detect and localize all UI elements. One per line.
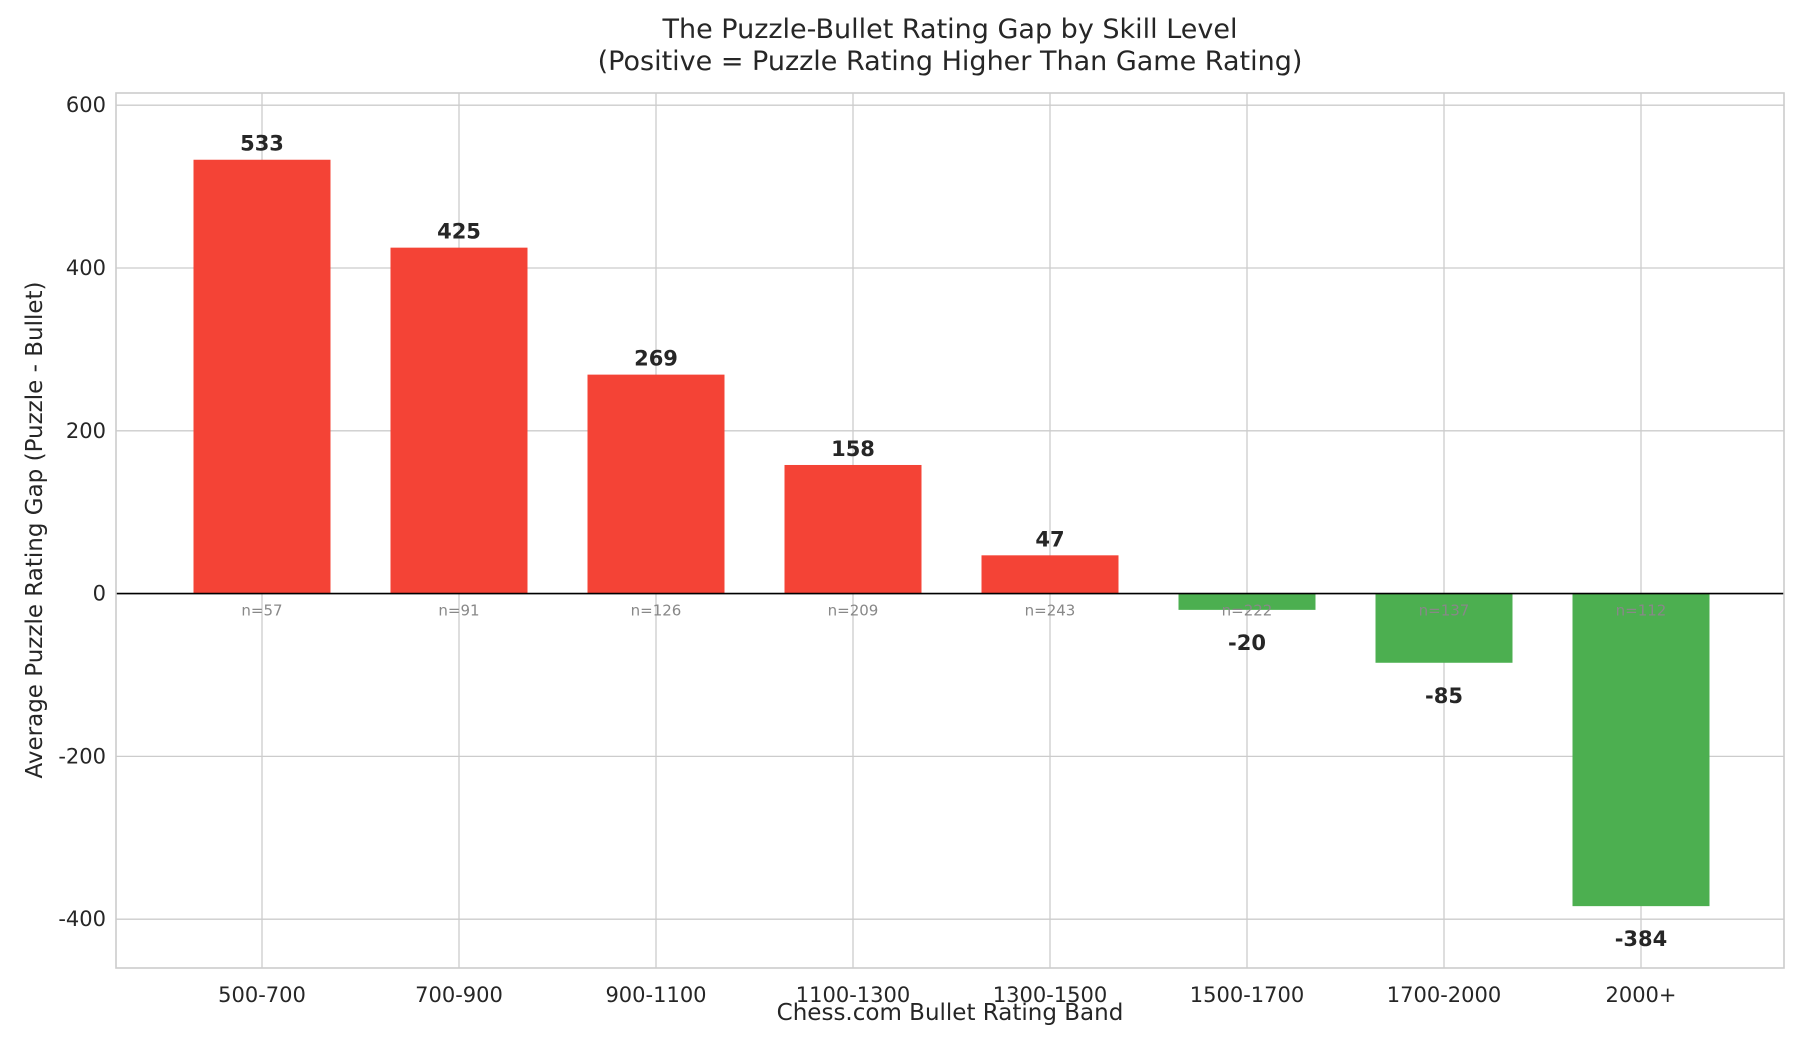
y-tick-label: 200 (66, 419, 106, 443)
chart-subtitle: (Positive = Puzzle Rating Higher Than Ga… (598, 46, 1303, 77)
bar-700-900 (390, 247, 528, 594)
y-tick-label: -200 (58, 744, 106, 768)
x-axis-label: Chess.com Bullet Rating Band (777, 1000, 1124, 1026)
bars (193, 159, 1710, 907)
bar-value-label: 47 (1035, 527, 1064, 551)
sample-size-label: n=222 (1222, 602, 1273, 620)
sample-size-label: n=112 (1616, 602, 1667, 620)
plot-frame (115, 92, 1785, 969)
sample-size-label: n=91 (438, 602, 479, 620)
y-tick-label: -400 (58, 907, 106, 931)
bar-value-label: -20 (1228, 631, 1266, 655)
bar-1700-2000 (1375, 593, 1513, 663)
y-tick-label: 0 (93, 582, 106, 606)
y-axis-label: Average Puzzle Rating Gap (Puzzle - Bull… (22, 282, 48, 779)
bar-1300-1500 (981, 555, 1119, 594)
bar-labels: 533 n=57 425 n=91 269 n=126 158 n=209 47 n=243 -20… (240, 132, 1667, 951)
x-tick-label: 900-1100 (605, 983, 706, 1007)
sample-size-label: n=209 (828, 602, 879, 620)
bar-value-label: -85 (1425, 684, 1463, 708)
bar-value-label: -384 (1615, 927, 1668, 951)
x-tick-label: 500-700 (218, 983, 306, 1007)
y-tick-label: 400 (66, 256, 106, 280)
x-tick-label: 2000+ (1605, 983, 1676, 1007)
sample-size-label: n=126 (631, 602, 682, 620)
x-tick-label: 1100-1300 (796, 983, 910, 1007)
x-tick-label: 700-900 (415, 983, 503, 1007)
bar-value-label: 425 (437, 220, 481, 244)
bar-500-700 (193, 159, 331, 594)
bar-value-label: 158 (831, 437, 875, 461)
x-tick-label: 1500-1700 (1190, 983, 1304, 1007)
bar-2000+ (1572, 593, 1710, 907)
gridlines (116, 93, 1784, 968)
bar-1100-1300 (784, 464, 922, 594)
x-tick-label: 1300-1500 (993, 983, 1107, 1007)
bar-value-label: 533 (240, 132, 284, 156)
axis-ticks: 600 400 200 0 -200 -400 500-700 700-900 900-1100… (58, 93, 1676, 1007)
sample-size-label: n=57 (241, 602, 282, 620)
bar-value-label: 269 (634, 347, 678, 371)
x-tick-label: 1700-2000 (1387, 983, 1501, 1007)
chart-title: The Puzzle-Bullet Rating Gap by Skill Le… (661, 14, 1237, 45)
bar-900-1100 (587, 374, 725, 594)
sample-size-label: n=243 (1025, 602, 1076, 620)
y-tick-label: 600 (66, 93, 106, 117)
sample-size-label: n=137 (1419, 602, 1470, 620)
bar-1500-1700 (1178, 593, 1316, 610)
